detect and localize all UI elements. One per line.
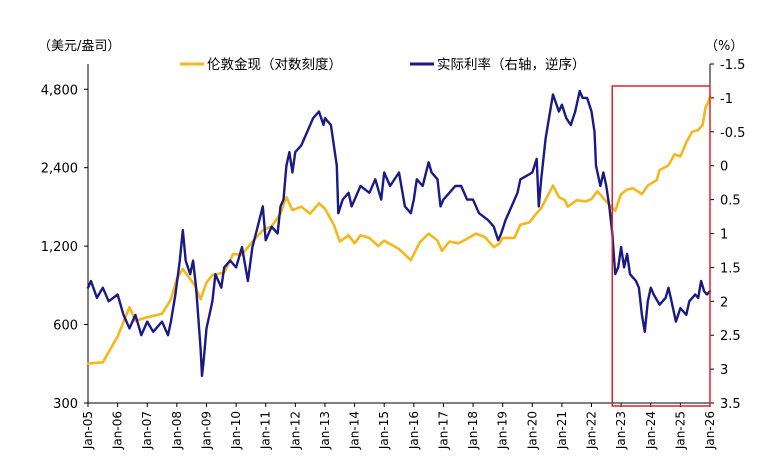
x-axis-tick-label: Jan-18 <box>466 411 480 450</box>
left-axis-tick-label: 4,800 <box>41 83 78 98</box>
x-axis-tick-label: Jan-12 <box>288 411 302 450</box>
x-axis-tick-label: Jan-06 <box>111 411 125 450</box>
x-axis-tick-label: Jan-15 <box>377 411 391 450</box>
x-axis-tick-label: Jan-16 <box>407 411 421 450</box>
highlight-box <box>611 85 711 407</box>
right-axis-tick-label: 1.5 <box>720 261 741 276</box>
left-axis-unit: （美元/盎司） <box>38 39 120 54</box>
axes: 300 600 1,200 2,400 4,800 -1.5 -1 -0.5 0 0.5 1 1.5 2… <box>41 58 746 450</box>
x-axis-tick-label: Jan-05 <box>81 411 95 450</box>
right-axis-tick-label: -1.5 <box>720 58 745 73</box>
x-axis-tick-label: Jan-07 <box>140 411 154 450</box>
right-axis-tick-label: 3.5 <box>720 397 741 412</box>
left-axis-tick-label: 1,200 <box>41 240 78 255</box>
right-axis-tick-label: -0.5 <box>720 126 745 141</box>
x-axis-tick-label: Jan-14 <box>348 411 362 450</box>
right-axis-tick-label: 0.5 <box>720 194 741 209</box>
left-axis-tick-label: 600 <box>53 319 78 334</box>
legend-label-real-rate: 实际利率（右轴，逆序） <box>437 56 586 73</box>
gold-price-line <box>86 95 712 365</box>
x-axis-tick-label: Jan-24 <box>644 411 658 450</box>
x-axis-tick-label: Jan-23 <box>614 411 628 450</box>
right-axis-tick-label: 3 <box>720 363 728 378</box>
x-axis-tick-label: Jan-20 <box>525 411 539 450</box>
real-rate-line <box>86 89 712 378</box>
legend: 伦敦金现（对数刻度） 实际利率（右轴，逆序） <box>180 56 586 73</box>
x-axis-tick-label: Jan-25 <box>673 411 687 450</box>
right-axis-tick-label: 2.5 <box>720 329 741 344</box>
x-axis-tick-label: Jan-21 <box>555 411 569 450</box>
plot-area <box>86 89 712 378</box>
left-axis-tick-label: 2,400 <box>41 162 78 177</box>
x-axis-tick-label: Jan-11 <box>259 411 273 450</box>
right-axis-tick-label: 0 <box>720 160 728 175</box>
right-axis-tick-label: -1 <box>720 92 733 107</box>
legend-label-gold: 伦敦金现（对数刻度） <box>207 57 342 73</box>
x-axis-tick-label: Jan-26 <box>703 411 717 450</box>
x-axis-tick-label: Jan-10 <box>229 411 243 450</box>
x-axis-tick-label: Jan-19 <box>496 411 510 450</box>
x-axis-tick-label: Jan-17 <box>436 411 450 450</box>
left-axis-tick-label: 300 <box>53 397 78 412</box>
right-axis-unit: （%） <box>705 39 743 54</box>
right-axis-tick-label: 1 <box>720 228 728 243</box>
x-axis-tick-label: Jan-09 <box>199 411 213 450</box>
x-axis-tick-label: Jan-22 <box>585 411 599 450</box>
x-axis-tick-label: Jan-08 <box>170 411 184 450</box>
right-axis-tick-label: 2 <box>720 295 728 310</box>
x-axis-tick-label: Jan-13 <box>318 411 332 450</box>
